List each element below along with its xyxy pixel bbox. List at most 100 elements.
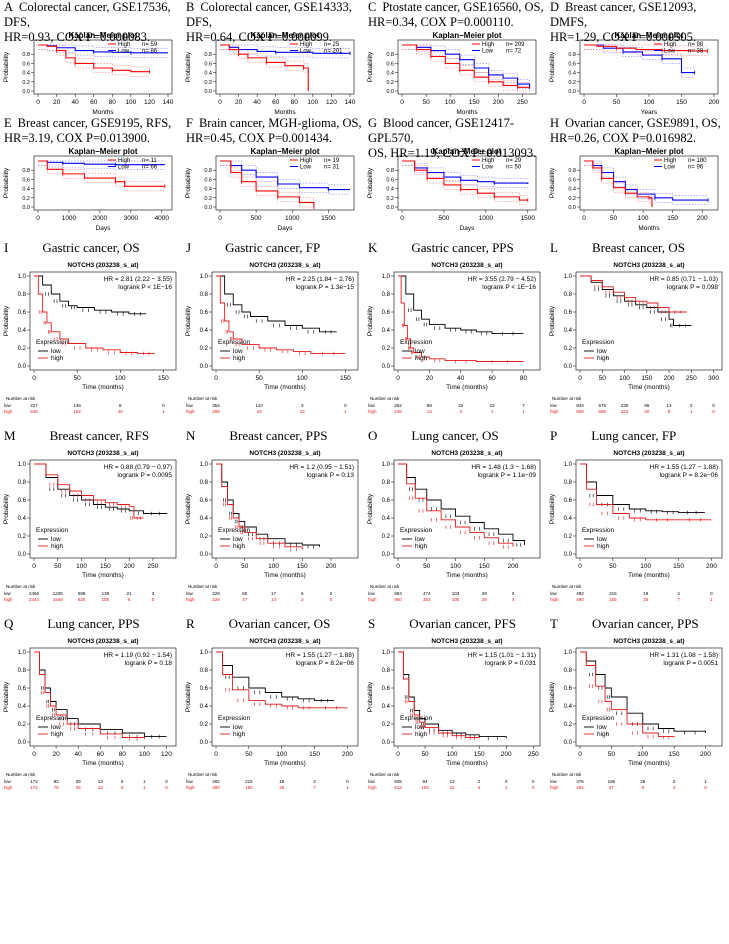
panel-letter: I	[4, 240, 9, 255]
caption-line: HR=0.45, COX P=0.001434.	[186, 131, 333, 145]
x-tick-label: 50	[599, 375, 607, 382]
x-axis-label: Time (months)	[446, 760, 488, 767]
risk-count-low: 8	[119, 403, 122, 408]
y-tick-label: 0.4	[564, 328, 573, 334]
hazard-ratio: HR = 1.2 (0.95 − 1.51)	[289, 464, 354, 471]
y-tick-label: 0.6	[204, 177, 212, 183]
panel-t: T Ovarian cancer, PPS NOTCH3 (203238_s_at)…	[546, 608, 728, 796]
km-plot-d: Kaplan−Meier plot 0 50 100 150 200 0.0 0.2 0.4 0.…	[549, 32, 720, 116]
x-tick-label: 0	[218, 99, 222, 106]
risk-count-high: 1	[346, 785, 349, 790]
x-tick-label: 2000	[93, 215, 108, 222]
legend-n-high: n= 29	[506, 158, 522, 164]
panel-letter: C	[368, 0, 377, 14]
y-tick-label: 0.6	[22, 61, 30, 67]
risk-count-high: 155	[609, 597, 617, 602]
panel-f: F Brain cancer, MGH-glioma, OS, HR=0.45, C…	[182, 116, 364, 232]
risk-count-low: 943	[576, 403, 584, 408]
y-tick-label: 0.8	[564, 668, 573, 674]
risk-count-low: 492	[212, 779, 220, 784]
km-plot-b: Kaplan−Meier plot 0 20 40 60 80 100 120 140 0.0 0.…	[185, 32, 356, 116]
panel-caption: S Ovarian cancer, PFS	[368, 616, 546, 631]
legend-label-high: high	[415, 731, 428, 738]
caption-line: OS, HR=1.19, COX P=0.013093.	[368, 146, 537, 160]
legend-title: Expression	[400, 527, 433, 534]
risk-count-low: 29	[482, 591, 488, 596]
x-tick-label: 0	[32, 375, 36, 382]
caption-line: Ovarian cancer, GSE9891, OS,	[565, 116, 721, 130]
x-tick-label: 120	[326, 99, 337, 106]
x-tick-label: 250	[528, 751, 539, 758]
km-plot-l: NOTCH3 (203238_s_at)0 50 100 150 200 250 3000.…	[549, 262, 723, 414]
x-tick-label: 0	[400, 99, 404, 106]
risk-count-low: 13	[667, 403, 673, 408]
risk-count-low: 82	[54, 779, 60, 784]
x-tick-label: 80	[119, 751, 127, 758]
legend-label-low: Low	[118, 49, 130, 55]
panel-letter: T	[550, 616, 558, 631]
y-tick-label: 0.6	[564, 686, 573, 692]
km-plot-k: NOTCH3 (203238_s_at) 0 20 40 60 80 0.0 0.2 0.4 0.…	[367, 262, 541, 414]
risk-row-label-low: low	[550, 779, 558, 784]
x-tick-label: 500	[439, 215, 450, 222]
x-axis-label: Months	[638, 225, 660, 232]
plot-frame	[29, 271, 177, 371]
x-tick-label: 60	[488, 375, 496, 382]
y-tick-label: 0.8	[386, 52, 394, 58]
risk-count-low: 19	[643, 591, 649, 596]
x-tick-label: 80	[520, 375, 528, 382]
risk-count-high: 22	[450, 785, 456, 790]
plot-frame	[393, 271, 541, 371]
y-tick-label: 0.4	[200, 328, 209, 334]
low-survival-curve	[584, 160, 709, 201]
panel-letter: Q	[4, 616, 14, 631]
low-ci-lower	[38, 49, 168, 58]
x-tick-label: 200	[342, 751, 353, 758]
low-ci-upper	[402, 160, 529, 180]
panel-caption: F Brain cancer, MGH-glioma, OS, HR=0.45, C…	[186, 116, 364, 146]
x-tick-label: 100	[640, 563, 651, 570]
risk-count-low: 23	[490, 403, 496, 408]
risk-row-label-high: high	[4, 785, 13, 790]
legend-label-low: low	[415, 536, 425, 543]
km-plot-g: Kaplan−Meier plot 0 500 1000 1500 0.0 0.2 0.4 0.…	[367, 148, 537, 232]
x-tick-label: 100	[276, 751, 287, 758]
x-tick-label: 0	[578, 751, 582, 758]
legend-label-low: low	[51, 536, 61, 543]
y-axis-label: Probability	[185, 51, 192, 82]
gene-title: NOTCH3 (203238_s_at)	[431, 638, 502, 645]
gene-title: NOTCH3 (203238_s_at)	[249, 450, 320, 457]
hazard-ratio: HR = 1.31 (1.08 − 1.58)	[650, 652, 718, 659]
x-tick-label: 50	[613, 99, 621, 106]
panel-title: Lung cancer, PPS	[47, 616, 140, 631]
x-axis-label: Time (months)	[264, 572, 306, 579]
y-tick-label: 0.8	[22, 52, 30, 58]
risk-count-high: 14	[271, 597, 277, 602]
y-tick-label: 0.0	[200, 364, 209, 370]
legend-label-low: Low	[300, 165, 312, 171]
x-tick-label: 50	[608, 751, 616, 758]
risk-count-high: 7	[313, 785, 316, 790]
plot-frame	[393, 459, 541, 559]
risk-count-high: 2444	[29, 597, 40, 602]
y-tick-label: 0.0	[22, 89, 30, 95]
low-survival-curve	[398, 275, 524, 335]
y-tick-label: 0.6	[568, 177, 576, 183]
risk-table-title: Number at risk	[188, 772, 218, 777]
risk-row-label-high: high	[186, 785, 195, 790]
x-tick-label: 50	[609, 563, 617, 570]
risk-row-label-low: low	[4, 403, 12, 408]
low-ci-upper	[220, 160, 350, 186]
low-survival-curve	[34, 275, 147, 315]
risk-table-title: Number at risk	[188, 396, 218, 401]
y-tick-label: 0.4	[204, 71, 212, 77]
y-tick-label: 0.4	[386, 71, 394, 77]
risk-count-high: 3	[459, 409, 462, 414]
x-tick-label: 200	[493, 99, 504, 106]
panel-letter: G	[368, 116, 378, 130]
low-survival-curve	[216, 463, 320, 547]
panel-title: Lung cancer, FP	[591, 428, 677, 443]
risk-count-low: 2466	[29, 591, 40, 596]
y-tick-label: 0.4	[18, 328, 27, 334]
panel-caption: O Lung cancer, OS	[368, 428, 546, 443]
